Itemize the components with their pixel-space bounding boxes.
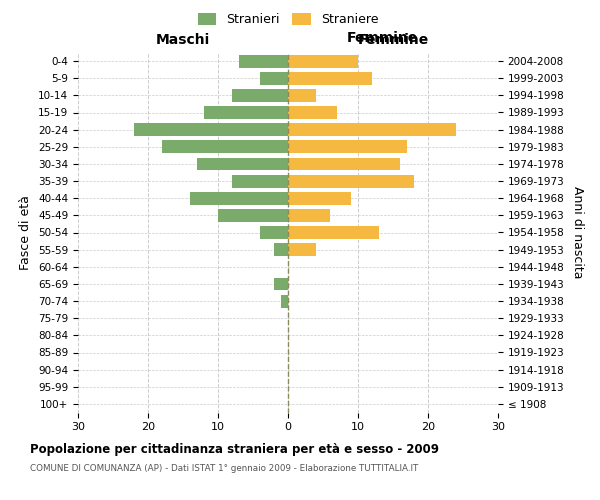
- Bar: [288, 123, 456, 136]
- Bar: [288, 89, 316, 102]
- Y-axis label: Anni di nascita: Anni di nascita: [571, 186, 584, 279]
- Bar: [218, 209, 288, 222]
- Y-axis label: Fasce di età: Fasce di età: [19, 195, 32, 270]
- Bar: [197, 158, 288, 170]
- Legend: Stranieri, Straniere: Stranieri, Straniere: [193, 8, 383, 32]
- Text: COMUNE DI COMUNANZA (AP) - Dati ISTAT 1° gennaio 2009 - Elaborazione TUTTITALIA.: COMUNE DI COMUNANZA (AP) - Dati ISTAT 1°…: [30, 464, 418, 473]
- Bar: [260, 72, 288, 85]
- Bar: [288, 158, 400, 170]
- Text: Femmine: Femmine: [347, 32, 418, 46]
- Bar: [288, 243, 316, 256]
- Bar: [288, 192, 351, 204]
- Bar: [162, 140, 288, 153]
- Bar: [288, 72, 372, 85]
- Text: Popolazione per cittadinanza straniera per età e sesso - 2009: Popolazione per cittadinanza straniera p…: [30, 442, 439, 456]
- Bar: [281, 294, 288, 308]
- Bar: [232, 89, 288, 102]
- Bar: [288, 106, 337, 119]
- Bar: [274, 243, 288, 256]
- Bar: [288, 54, 358, 68]
- Bar: [190, 192, 288, 204]
- Bar: [239, 54, 288, 68]
- Bar: [134, 123, 288, 136]
- Bar: [288, 174, 414, 188]
- Bar: [288, 209, 330, 222]
- Text: Maschi: Maschi: [156, 34, 210, 48]
- Bar: [260, 226, 288, 239]
- Text: Femmine: Femmine: [358, 34, 428, 48]
- Bar: [288, 226, 379, 239]
- Bar: [204, 106, 288, 119]
- Bar: [232, 174, 288, 188]
- Bar: [288, 140, 407, 153]
- Bar: [274, 278, 288, 290]
